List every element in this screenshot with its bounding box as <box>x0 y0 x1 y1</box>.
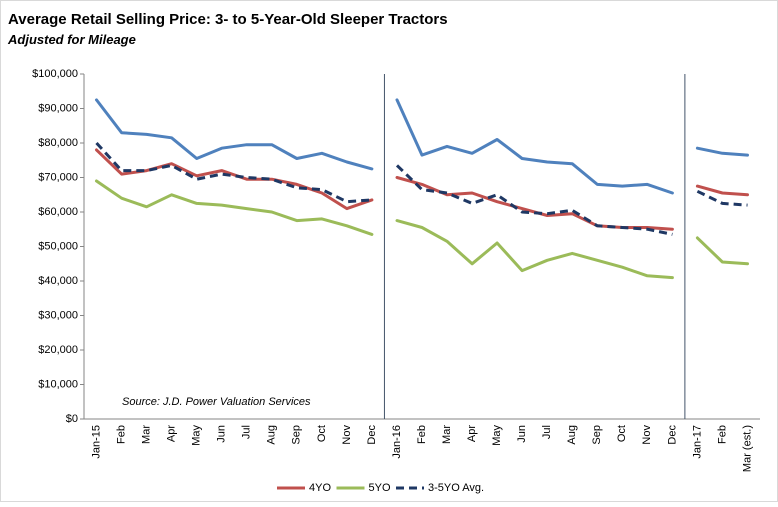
x-tick-label: Jul <box>541 425 553 439</box>
x-tick-label: Feb <box>716 425 728 444</box>
y-tick-label: $10,000 <box>38 378 78 390</box>
series-line <box>395 98 674 195</box>
legend-label: 5YO <box>369 482 391 494</box>
x-tick-label: Apr <box>466 425 478 442</box>
series-line <box>695 236 749 266</box>
series-line <box>395 219 674 280</box>
x-tick-label: Mar <box>441 425 453 444</box>
source-note: Source: J.D. Power Valuation Services <box>122 396 311 408</box>
x-tick-label: Sep <box>591 425 603 445</box>
x-tick-label: Oct <box>316 425 328 442</box>
y-tick-label: $60,000 <box>38 206 78 218</box>
x-tick-label: Sep <box>291 425 303 445</box>
y-tick-label: $100,000 <box>32 68 78 80</box>
x-tick-label: Mar <box>140 425 152 444</box>
x-tick-label: Aug <box>566 425 578 445</box>
y-tick-label: $20,000 <box>38 344 78 356</box>
chart-title: Average Retail Selling Price: 3- to 5-Ye… <box>8 11 448 28</box>
y-tick-label: $80,000 <box>38 137 78 149</box>
y-tick-label: $40,000 <box>38 275 78 287</box>
series-line <box>395 164 673 236</box>
series-line <box>95 141 373 204</box>
x-tick-label: Mar (est.) <box>741 425 753 472</box>
x-tick-label: Jan-16 <box>391 425 403 459</box>
y-tick-label: $70,000 <box>38 171 78 183</box>
y-tick-label: $50,000 <box>38 240 78 252</box>
x-tick-label: Jul <box>241 425 253 439</box>
x-tick-label: Jan-17 <box>691 425 703 459</box>
series-line <box>95 179 374 236</box>
x-tick-label: Oct <box>616 425 628 442</box>
x-tick-label: Feb <box>416 425 428 444</box>
x-tick-label: Apr <box>166 425 178 442</box>
series-line <box>695 146 749 157</box>
y-tick-label: $30,000 <box>38 309 78 321</box>
x-tick-label: Dec <box>666 425 678 445</box>
x-tick-label: Jan-15 <box>90 425 102 459</box>
y-tick-label: $0 <box>66 413 78 425</box>
x-tick-label: Aug <box>266 425 278 445</box>
series-line <box>695 184 749 197</box>
x-tick-label: Nov <box>641 425 653 445</box>
legend-label: 4YO <box>309 482 331 494</box>
x-tick-label: Nov <box>341 425 353 445</box>
x-tick-label: May <box>191 425 203 446</box>
x-tick-label: Jun <box>216 425 228 443</box>
legend-label: 3-5YO Avg. <box>428 482 484 494</box>
x-tick-label: Jun <box>516 425 528 443</box>
x-tick-label: Feb <box>115 425 127 444</box>
series-line <box>95 98 374 171</box>
x-tick-label: Dec <box>366 425 378 445</box>
x-tick-label: May <box>491 425 503 446</box>
y-tick-label: $90,000 <box>38 102 78 114</box>
series-line <box>696 189 748 207</box>
chart-subtitle: Adjusted for Mileage <box>7 32 136 47</box>
